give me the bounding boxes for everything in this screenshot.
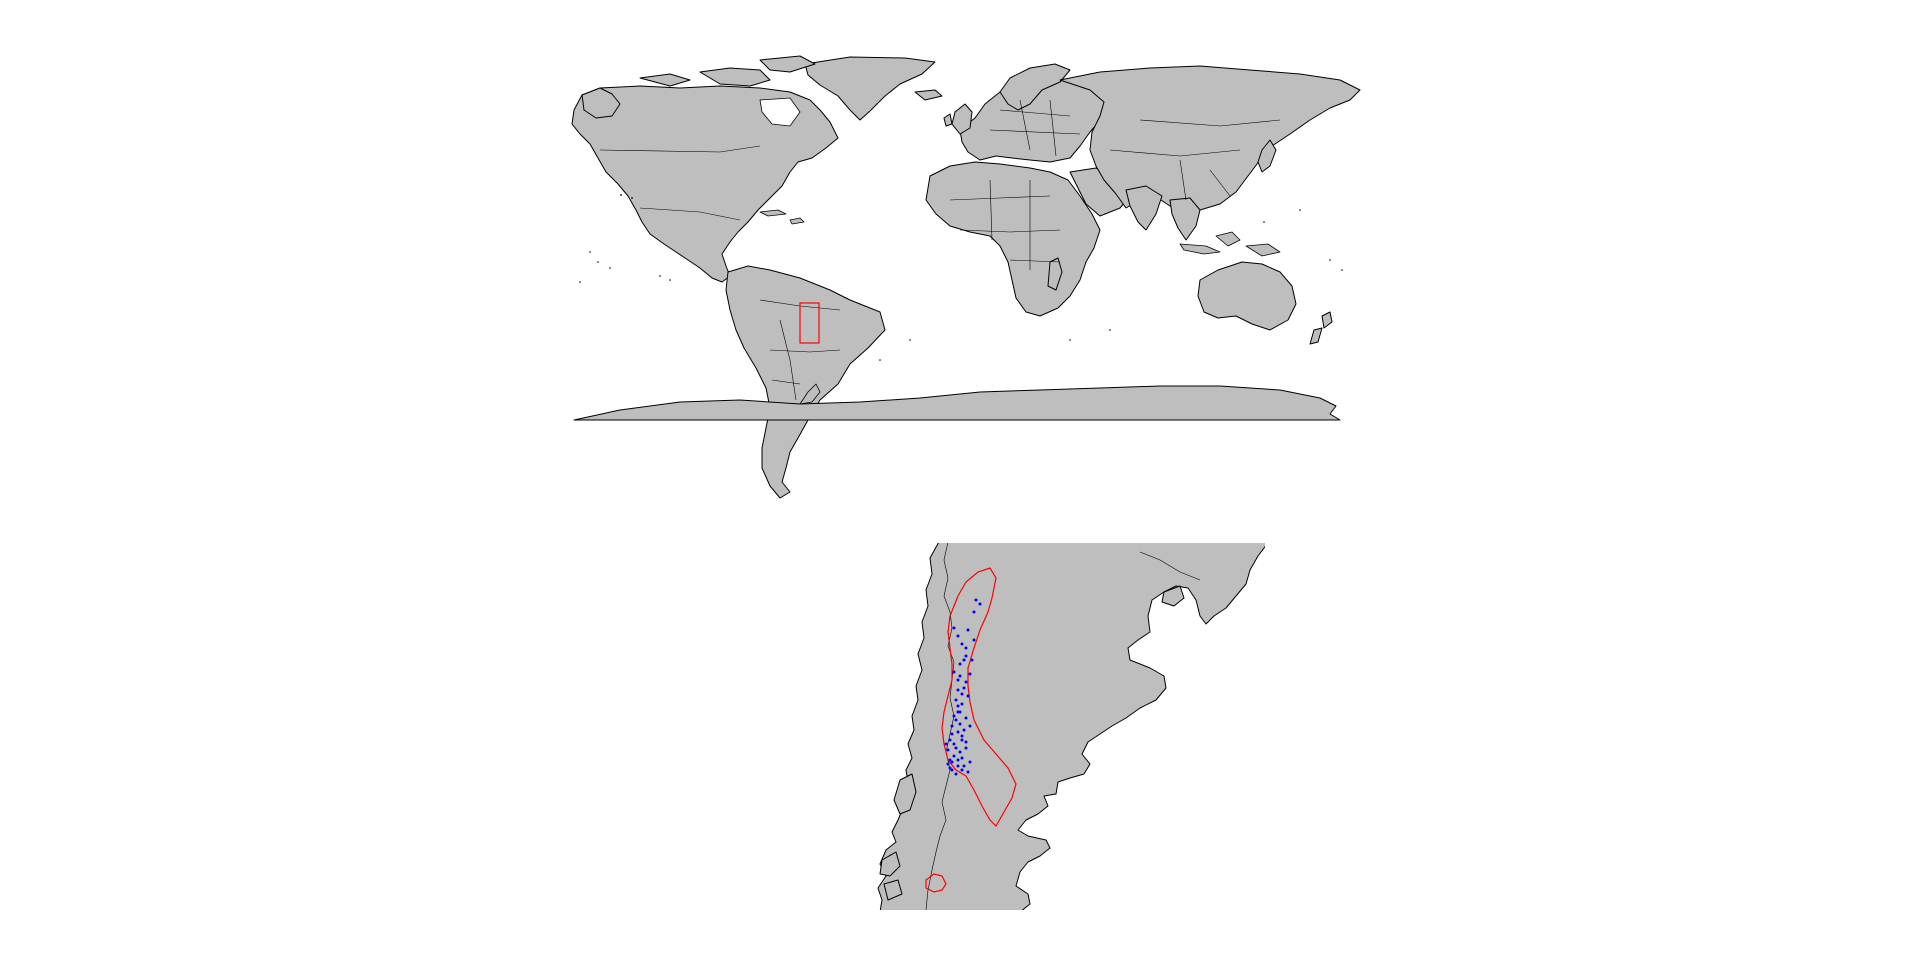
alaska-landmass	[581, 87, 621, 119]
occurrence-point	[948, 738, 952, 742]
occurrence-point	[950, 724, 954, 728]
occurrence-point	[960, 642, 964, 646]
occurrence-point	[964, 746, 968, 750]
scandinavia-landmass	[999, 63, 1071, 111]
madagascar	[1047, 257, 1063, 291]
antarctic-peninsula	[799, 383, 821, 405]
occurrence-point	[952, 754, 956, 758]
occurrence-point	[956, 634, 960, 638]
occurrence-point	[956, 758, 960, 762]
occurrence-point	[952, 626, 956, 630]
greenland-landmass	[804, 56, 936, 121]
occurrence-point	[958, 750, 962, 754]
india-landmass	[1125, 185, 1163, 231]
occurrence-point	[950, 732, 954, 736]
occurrence-point	[952, 714, 956, 718]
north-border	[1139, 551, 1201, 581]
occurrence-point	[944, 742, 948, 746]
occurrence-point	[962, 728, 966, 732]
occurrence-point	[960, 692, 964, 696]
occurrence-point	[966, 694, 970, 698]
occurrence-point	[964, 654, 968, 658]
occurrence-point	[978, 602, 982, 606]
africa-landmass	[925, 161, 1101, 317]
occurrence-point	[968, 760, 972, 764]
occurrence-point	[974, 598, 978, 602]
occurrence-point	[960, 702, 964, 706]
species-range-outline-south	[925, 873, 947, 893]
occurrence-point	[956, 688, 960, 692]
caribbean-islands	[759, 209, 805, 225]
southern-chile-islands	[879, 851, 903, 901]
occurrence-point	[954, 772, 958, 776]
occurrence-point	[948, 758, 952, 762]
occurrence-point	[962, 764, 966, 768]
occurrence-point	[972, 610, 976, 614]
occurrence-point	[946, 762, 950, 766]
occurrence-point	[946, 748, 950, 752]
occurrence-point	[972, 638, 976, 642]
occurrence-point	[960, 768, 964, 772]
south-america-landmass	[725, 265, 886, 499]
iceland	[914, 89, 943, 101]
north-america-landmass	[571, 85, 839, 283]
occurrence-point	[956, 704, 960, 708]
occurrence-point	[966, 628, 970, 632]
country-borders	[599, 99, 1281, 401]
australia-landmass	[1197, 261, 1297, 331]
valdes-peninsula	[1161, 585, 1185, 607]
occurrence-point	[964, 740, 968, 744]
pacific-islands	[579, 194, 1343, 361]
occurrence-point	[964, 716, 968, 720]
occurrence-points	[944, 598, 982, 776]
occurrence-point	[948, 766, 952, 770]
occurrence-point	[962, 686, 966, 690]
occurrence-point	[960, 734, 964, 738]
world-map	[571, 55, 1361, 499]
occurrence-point	[954, 718, 958, 722]
occurrence-point	[970, 658, 974, 662]
southeast-asia-landmass	[1169, 197, 1201, 241]
detail-map	[877, 543, 1265, 910]
occurrence-point	[964, 646, 968, 650]
occurrence-point	[956, 710, 960, 714]
occurrence-point	[968, 672, 972, 676]
occurrence-point	[954, 698, 958, 702]
occurrence-point	[966, 770, 970, 774]
occurrence-point	[956, 730, 960, 734]
occurrence-point	[962, 658, 966, 662]
occurrence-point	[950, 760, 954, 764]
detail-extent-box	[799, 302, 820, 344]
species-range-outline	[941, 567, 1017, 827]
occurrence-point	[952, 742, 956, 746]
occurrence-point	[968, 724, 972, 728]
asia-landmass	[1059, 65, 1361, 215]
chiloe-island	[893, 773, 917, 815]
occurrence-point	[960, 738, 964, 742]
occurrence-point	[956, 678, 960, 682]
occurrence-point	[958, 662, 962, 666]
arctic-islands	[639, 55, 816, 87]
occurrence-point	[952, 670, 956, 674]
occurrence-point	[964, 680, 968, 684]
new-zealand	[1309, 311, 1333, 345]
occurrence-point	[954, 746, 958, 750]
occurrence-point	[950, 768, 954, 772]
occurrence-point	[956, 764, 960, 768]
occurrence-point	[960, 756, 964, 760]
antarctica-landmass	[573, 385, 1341, 421]
indonesia-islands	[1179, 231, 1281, 257]
occurrence-point	[958, 674, 962, 678]
british-isles	[943, 103, 973, 135]
occurrence-point	[958, 722, 962, 726]
southern-cone-landmass	[877, 543, 1265, 910]
japan	[1257, 139, 1277, 173]
